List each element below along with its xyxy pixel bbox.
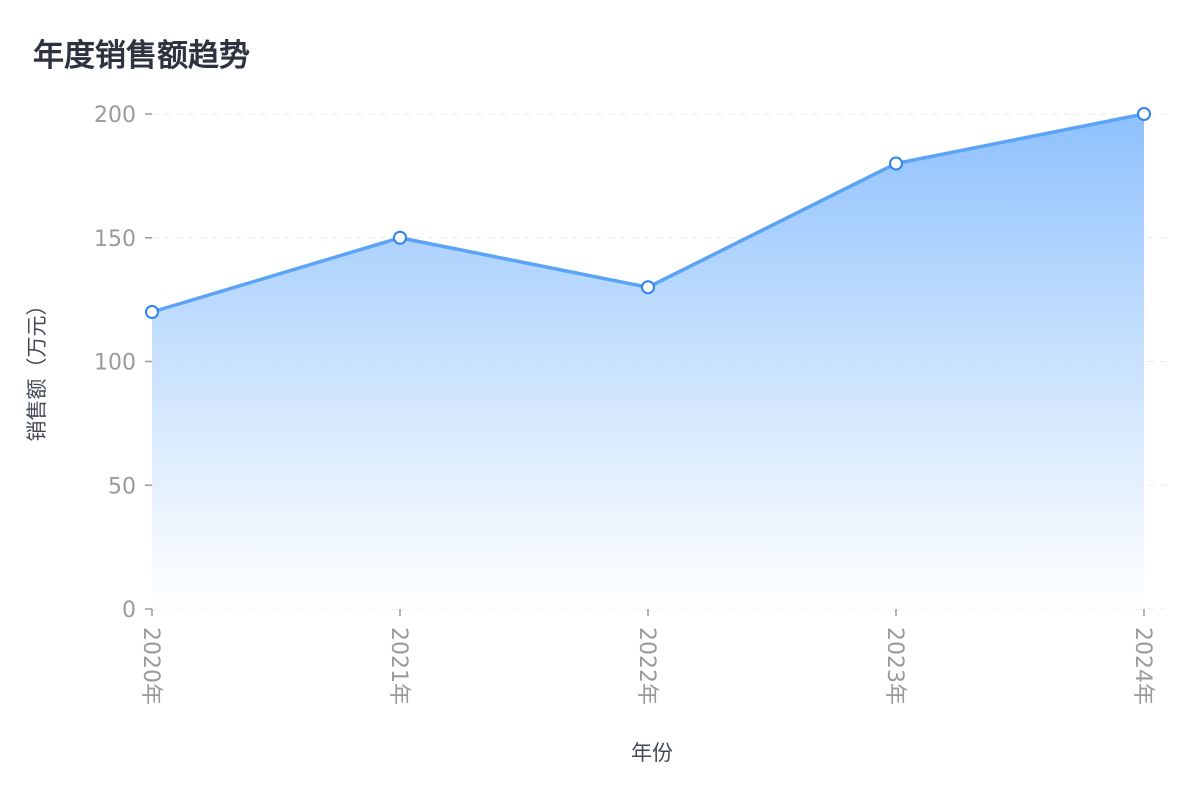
x-tick-label: 2024年 (1130, 627, 1155, 705)
area-series (151, 112, 1145, 609)
y-tick-label: 150 (94, 227, 136, 252)
area-fill (152, 114, 1144, 609)
data-point[interactable] (889, 156, 903, 171)
y-tick-label: 200 (94, 103, 136, 128)
y-tick-label: 100 (94, 351, 136, 376)
y-tick-label: 50 (108, 474, 136, 499)
x-axis-label: 年份 (631, 741, 673, 765)
data-points (145, 107, 1151, 319)
data-point[interactable] (145, 305, 159, 319)
data-point[interactable] (393, 230, 407, 245)
chart-title: 年度销售额趋势 (33, 38, 250, 74)
x-tick-label: 2021年 (386, 627, 411, 705)
y-axis-label: 销售额（万元） (25, 295, 49, 442)
y-tick-label: 0 (122, 598, 136, 623)
x-tick-label: 2023年 (882, 627, 907, 705)
x-tick-label: 2022年 (634, 627, 659, 705)
data-point[interactable] (1137, 107, 1151, 121)
axes: 0 50 100 150 200 2020年 2021年 2022年 2023年 2024年 (94, 103, 1155, 705)
data-point[interactable] (641, 280, 655, 295)
x-tick-label: 2020年 (138, 627, 163, 705)
